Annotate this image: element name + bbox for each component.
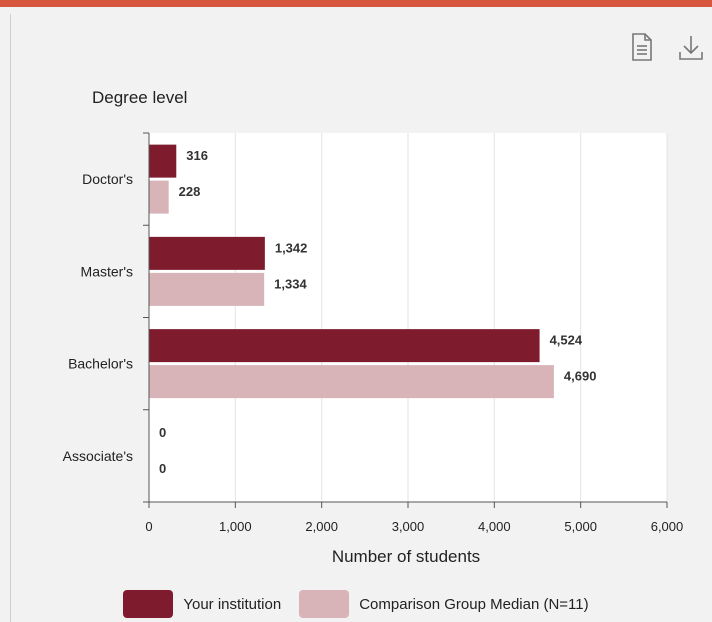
- category-label: Doctor's: [82, 171, 133, 187]
- data-label: 4,524: [550, 333, 583, 348]
- legend-label: Comparison Group Median (N=11): [359, 596, 588, 613]
- legend-item-your-institution[interactable]: Your institution: [123, 590, 281, 618]
- bar: [149, 273, 264, 306]
- x-tick-label: 1,000: [219, 519, 252, 534]
- data-label: 316: [186, 148, 208, 163]
- x-axis-label: Number of students: [332, 547, 480, 566]
- bar: [149, 145, 176, 178]
- bar-chart: Degree level 316 228 1,342 1,334 4,524 4,690 0…: [0, 0, 712, 590]
- data-label: 4,690: [564, 369, 597, 384]
- legend-swatch: [299, 590, 349, 618]
- legend: Your institution Comparison Group Median…: [0, 588, 712, 620]
- bar: [149, 365, 554, 398]
- x-tick-label: 0: [145, 519, 152, 534]
- chart-title: Degree level: [92, 88, 187, 107]
- bar: [149, 237, 265, 270]
- bar: [149, 329, 540, 362]
- data-label: 1,334: [274, 276, 307, 291]
- x-tick-label: 2,000: [305, 519, 338, 534]
- data-label: 1,342: [275, 240, 308, 255]
- legend-item-comparison-group[interactable]: Comparison Group Median (N=11): [299, 590, 588, 618]
- category-label: Associate's: [63, 448, 133, 464]
- x-tick-label: 5,000: [564, 519, 597, 534]
- bar: [149, 181, 169, 214]
- x-tick-label: 6,000: [651, 519, 684, 534]
- data-label: 228: [179, 184, 201, 199]
- category-label: Bachelor's: [68, 356, 133, 372]
- data-label: 0: [159, 425, 166, 440]
- category-label: Master's: [81, 263, 133, 279]
- legend-label: Your institution: [183, 596, 281, 613]
- legend-swatch: [123, 590, 173, 618]
- data-label: 0: [159, 461, 166, 476]
- x-tick-label: 4,000: [478, 519, 511, 534]
- x-tick-label: 3,000: [392, 519, 425, 534]
